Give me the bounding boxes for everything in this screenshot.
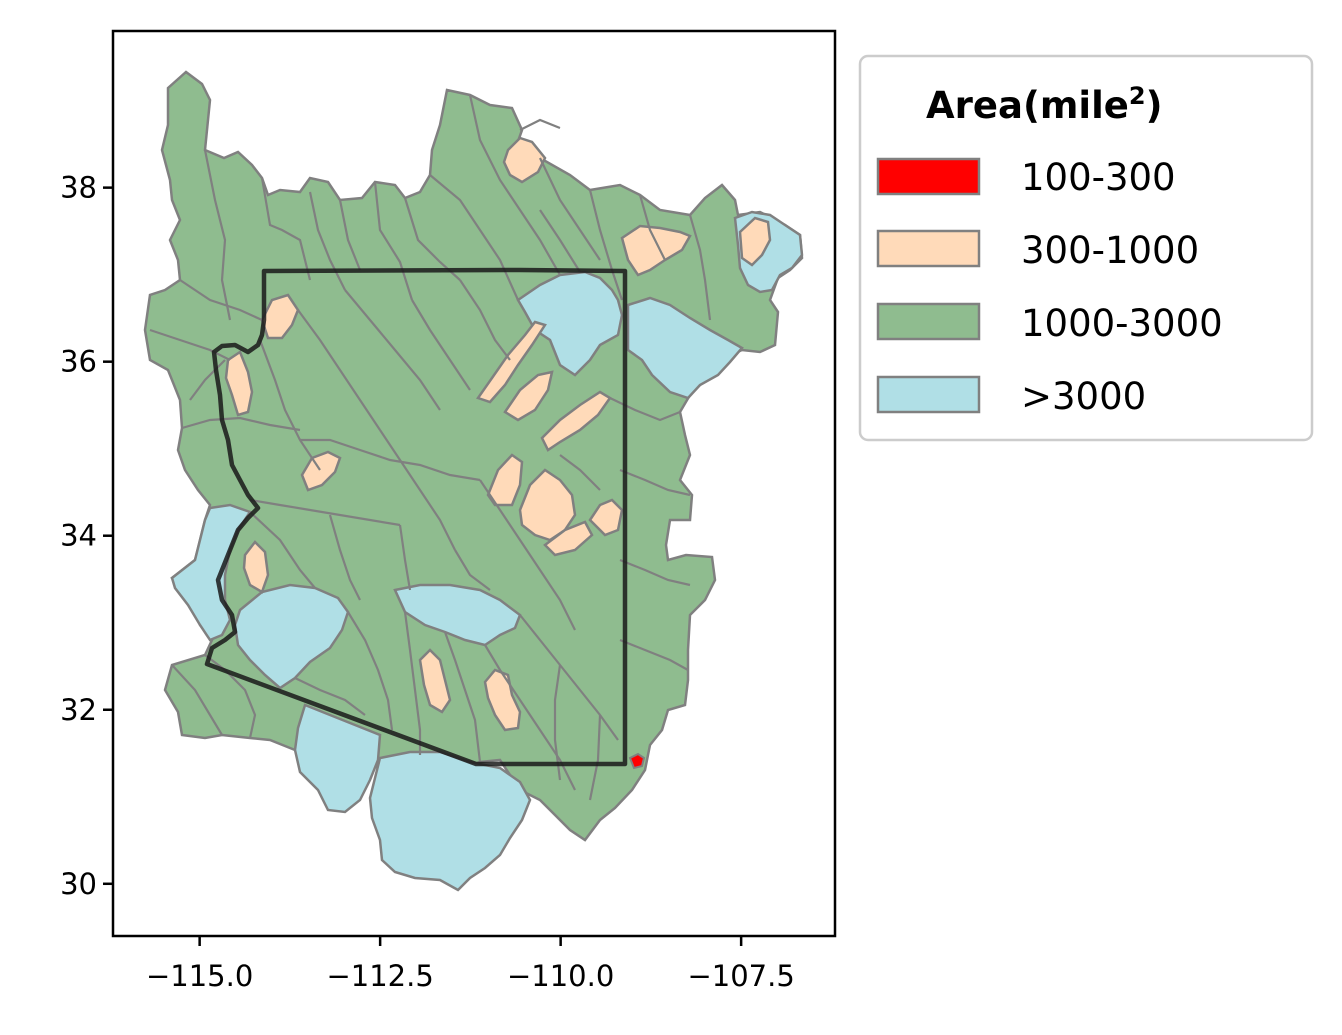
region-class-300-1000 — [543, 520, 594, 557]
region-class-300-1000 — [300, 450, 342, 492]
legend-label: >3000 — [1021, 375, 1146, 418]
axes-frame — [111, 29, 837, 938]
legend-swatch-100-300 — [876, 157, 981, 196]
legend-title: Area(mile2) — [926, 82, 1163, 127]
region-class-300-1000 — [502, 136, 547, 184]
region-boundaries — [149, 94, 712, 801]
legend-label: 300-1000 — [1021, 229, 1199, 272]
legend-frame — [858, 54, 1314, 442]
x-tick-label: −112.5 — [326, 959, 433, 993]
y-tick-label: 38 — [60, 171, 97, 205]
region-class-300-1000 — [242, 540, 270, 594]
region-class-300-1000 — [418, 648, 452, 714]
region-class-gt3000 — [368, 750, 532, 892]
region-class-300-1000 — [620, 224, 692, 277]
region-class-gt3000 — [233, 583, 350, 690]
region-class-gt3000 — [626, 296, 744, 400]
x-tick-label: −107.5 — [687, 959, 794, 993]
legend-swatch-300-1000 — [876, 229, 981, 268]
legend-label: 100-300 — [1021, 156, 1176, 199]
region-class-300-1000 — [738, 216, 772, 267]
y-tick-label: 34 — [60, 519, 97, 553]
x-tick-label: −115.0 — [146, 959, 253, 993]
x-tick-label: −110.0 — [507, 959, 614, 993]
region-class-100-300 — [628, 752, 646, 770]
region-class-300-1000 — [260, 293, 300, 340]
y-tick-label: 32 — [60, 693, 97, 727]
region-class-gt3000 — [393, 583, 522, 647]
region-class-300-1000 — [503, 370, 554, 422]
legend: Area(mile2) 100-300 300-1000 1000-3000 >… — [858, 54, 1314, 442]
legend-swatch-gt3000 — [876, 375, 981, 414]
watershed-regions — [143, 70, 804, 892]
region-class-300-1000 — [224, 350, 254, 417]
y-axis: 30 32 34 36 38 — [60, 171, 113, 901]
region-class-gt3000 — [293, 703, 382, 814]
region-class-300-1000 — [476, 320, 547, 404]
region-class-300-1000 — [518, 468, 577, 542]
legend-label: 1000-3000 — [1021, 302, 1223, 345]
y-tick-label: 30 — [60, 867, 97, 901]
region-class-gt3000 — [516, 270, 624, 377]
state-boundary — [204, 267, 628, 767]
y-tick-label: 36 — [60, 345, 97, 379]
legend-swatch-1000-3000 — [876, 302, 981, 341]
region-class-300-1000 — [540, 390, 612, 452]
x-axis: −115.0 −112.5 −110.0 −107.5 — [146, 936, 795, 993]
region-class-1000-3000 — [143, 70, 804, 842]
region-class-300-1000 — [588, 498, 624, 537]
